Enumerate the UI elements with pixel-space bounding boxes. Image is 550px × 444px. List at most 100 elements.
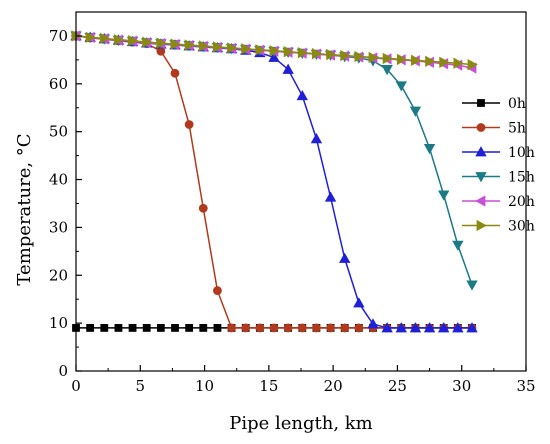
data-point-5h	[184, 120, 194, 129]
data-point-30h	[368, 51, 379, 64]
data-point-30h	[269, 45, 280, 57]
data-point-10h	[395, 322, 407, 333]
x-axis-label: Pipe length, km	[229, 413, 373, 434]
data-point-30h	[354, 50, 365, 63]
data-point-5h	[340, 323, 350, 333]
data-point-0h	[213, 324, 222, 332]
data-point-5h	[255, 323, 265, 333]
y-tick-label: 60	[49, 75, 68, 93]
data-point-30h	[382, 52, 393, 65]
data-point-30h	[198, 40, 210, 52]
data-point-30h	[467, 58, 478, 71]
data-point-30h	[453, 57, 464, 69]
data-point-10h	[423, 322, 436, 333]
legend-label: 30h	[508, 219, 535, 235]
series-30h	[71, 30, 478, 71]
data-point-30h	[312, 47, 323, 60]
data-point-0h	[100, 324, 109, 332]
data-point-15h	[381, 65, 393, 76]
data-point-0h	[185, 324, 194, 332]
y-tick-label: 50	[49, 123, 68, 141]
y-tick-label: 30	[49, 218, 68, 236]
data-point-30h	[396, 53, 408, 66]
data-point-0h	[86, 324, 95, 332]
data-point-10h	[438, 322, 450, 333]
series-layer	[70, 30, 478, 333]
data-point-15h	[466, 280, 478, 291]
legend-marker	[476, 123, 486, 132]
y-tick-label: 40	[49, 171, 68, 189]
x-tick-label: 35	[516, 377, 535, 395]
data-point-0h	[171, 324, 179, 332]
data-point-30h	[170, 38, 181, 50]
legend-item-0h: 0h	[462, 96, 526, 112]
y-axis-label: Temperature, °C	[14, 133, 35, 285]
legend-marker	[477, 99, 485, 107]
legend-label: 5h	[508, 121, 526, 137]
data-point-10h	[339, 252, 351, 263]
data-point-30h	[114, 34, 125, 46]
x-tick-label: 10	[195, 377, 214, 395]
series-15h	[70, 31, 478, 291]
data-point-5h	[198, 203, 208, 213]
data-point-5h	[227, 323, 236, 333]
series-10h	[70, 30, 478, 333]
series-line-5h	[75, 35, 472, 329]
data-point-30h	[227, 42, 238, 54]
data-point-10h	[353, 297, 365, 308]
data-point-5h	[170, 68, 180, 78]
data-point-30h	[297, 47, 309, 59]
data-point-5h	[354, 323, 364, 333]
data-point-5h	[312, 323, 321, 333]
data-point-10h	[324, 191, 337, 202]
data-point-10h	[452, 322, 464, 333]
x-tick-label: 20	[324, 377, 343, 395]
data-point-10h	[367, 318, 379, 329]
data-point-5h	[241, 323, 251, 333]
x-tick-label: 5	[136, 377, 146, 395]
data-point-30h	[326, 48, 337, 61]
legend: 0h 5h 10h 15h 20h 30h	[462, 96, 535, 235]
data-point-15h	[409, 106, 422, 117]
legend-item-5h: 5h	[462, 121, 526, 137]
legend-item-30h: 30h	[462, 219, 535, 235]
data-point-30h	[99, 32, 111, 45]
x-tick-label: 0	[71, 377, 81, 395]
legend-marker	[475, 172, 487, 183]
data-point-10h	[310, 133, 323, 144]
y-tick-label: 0	[58, 362, 68, 380]
data-point-30h	[184, 39, 195, 51]
legend-item-10h: 10h	[462, 145, 535, 161]
data-point-30h	[425, 55, 436, 67]
data-point-0h	[199, 324, 208, 332]
data-point-30h	[283, 46, 294, 58]
y-tick-label: 10	[49, 314, 68, 332]
x-axis-ticks: 0 5 10 15 20 25 30 35	[71, 365, 536, 395]
x-tick-label: 15	[259, 377, 278, 395]
data-point-5h	[269, 323, 279, 333]
legend-marker	[475, 195, 486, 207]
series-line-10h	[75, 35, 472, 329]
x-tick-label: 30	[452, 377, 471, 395]
legend-marker	[475, 146, 487, 157]
data-point-30h	[241, 43, 252, 55]
y-tick-label: 70	[49, 27, 68, 45]
data-point-5h	[283, 323, 293, 333]
data-point-10h	[282, 63, 294, 74]
data-point-10h	[381, 322, 393, 333]
data-point-5h	[326, 323, 335, 333]
legend-label: 10h	[508, 145, 535, 161]
y-axis-ticks: 0 10 20 30 40 50 60 70	[49, 27, 82, 380]
legend-label: 15h	[508, 170, 535, 186]
data-point-30h	[85, 31, 96, 44]
data-point-0h	[142, 324, 151, 332]
data-point-30h	[255, 44, 266, 56]
legend-label: 20h	[508, 194, 535, 210]
legend-marker	[476, 219, 487, 232]
data-point-30h	[156, 37, 167, 49]
data-point-10h	[296, 89, 308, 101]
legend-item-20h: 20h	[462, 194, 535, 210]
y-tick-label: 20	[49, 266, 68, 284]
data-point-0h	[128, 324, 137, 332]
